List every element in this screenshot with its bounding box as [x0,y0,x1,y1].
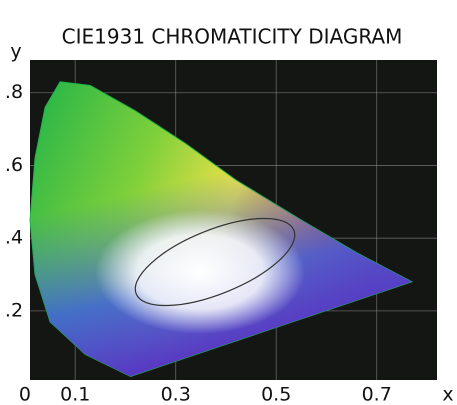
y-tick-label: .2 [5,299,23,321]
y-tick-label: .4 [5,227,23,249]
chart-title: CIE1931 CHROMATICITY DIAGRAM [62,25,403,49]
x-tick-label: 0.7 [362,384,392,405]
y-tick-label: .8 [5,81,23,103]
x-tick-label: 0.3 [161,384,191,405]
x-axis-label: x [442,384,453,405]
y-axis-label: y [10,41,21,63]
x-tick-label: 0.1 [60,384,90,405]
x-tick-label: 0.5 [261,384,291,405]
planckian-outline [134,217,296,307]
white-region [95,210,305,334]
y-tick-label: .6 [5,154,23,176]
x-tick-label: 0 [19,384,31,405]
